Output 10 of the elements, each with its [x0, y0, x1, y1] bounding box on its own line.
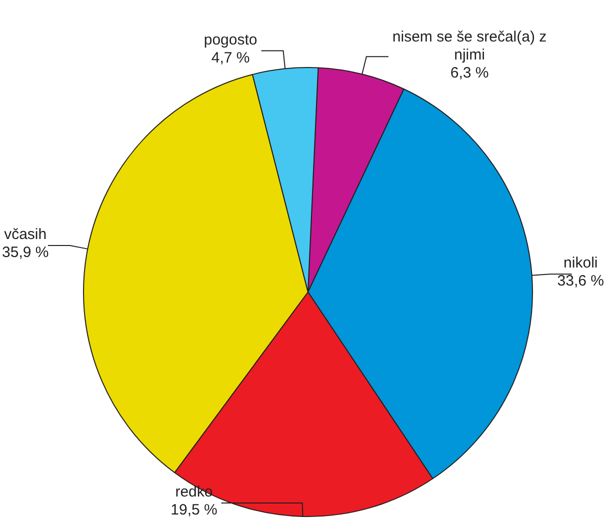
slice-label: redko	[175, 484, 213, 501]
data-label: 4,7 %	[211, 49, 250, 66]
slice-label: pogosto	[204, 31, 258, 48]
data-label: 6,3 %	[450, 64, 489, 82]
data-label: 19,5 %	[170, 502, 218, 519]
slice-label: nisem se še srečal(a) z njimi	[392, 28, 547, 64]
data-label: 33,6 %	[557, 272, 604, 290]
slice-label: včasih	[4, 226, 47, 244]
slice-label: nikoli	[564, 254, 598, 272]
data-label: 35,9 %	[2, 244, 49, 262]
